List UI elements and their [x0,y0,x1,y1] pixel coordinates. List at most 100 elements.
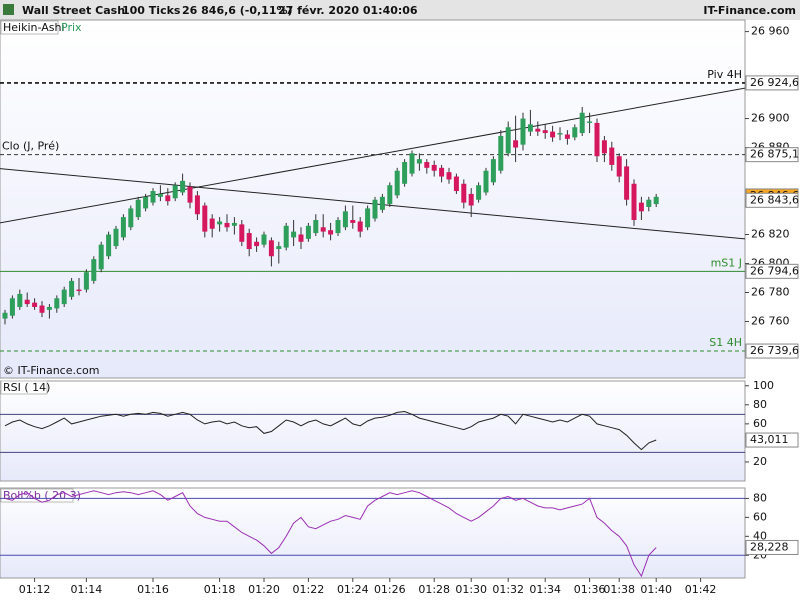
candle-body [246,233,252,250]
y-tick-label: 20 [753,455,767,468]
indicator-line [4,490,657,578]
candle-body [298,234,304,242]
y-tick-label: 80 [753,491,767,504]
candle-body [128,208,134,228]
candle-body [2,312,8,319]
x-tick-label: 01:20 [248,583,280,596]
candle-body [564,134,570,139]
candle-body [342,211,348,228]
y-tick-label: 80 [753,398,767,411]
candle-body [527,124,533,132]
quote: 26 846,6 (-0,11%) [182,4,293,17]
candle-body [209,218,215,229]
candle-body [98,244,104,270]
level-tag-box [745,263,799,279]
candle-body [624,166,630,200]
candle-body [91,259,97,281]
candle-body [194,195,200,215]
trendline [0,87,745,224]
candle-body [276,246,282,250]
candle-body [24,299,30,305]
candle-body [424,162,430,168]
candle-body [202,205,208,232]
candle-body [631,183,637,221]
candle-body [313,220,319,234]
header-bar [0,0,800,20]
candle-body [120,217,126,238]
x-tick-label: 01:26 [374,583,406,596]
candle-body [594,122,600,157]
x-tick-label: 01:40 [640,583,672,596]
value-tag-box [745,539,799,555]
candle-body [409,153,415,174]
candle-body [113,228,119,247]
indicator-line [4,410,657,451]
candle-body [180,180,186,193]
candle-body [135,199,141,218]
candle-body [476,185,482,200]
icon [3,4,14,15]
y-tick-label: 26 820 [751,228,790,241]
copyright: © IT-Finance.com [3,364,100,377]
y-tick-label: 26 760 [751,314,790,327]
y-tick-label: 26 960 [751,25,790,38]
x-tick-label: 01:16 [137,583,169,596]
level-name: S1 4H [709,336,742,349]
candle-body [83,272,89,290]
y-tick-label: 60 [753,510,767,523]
candle-body [239,224,245,242]
main-subtitle: Prix [61,21,82,34]
level-tag: 26 924,6 [750,76,799,89]
candle-body [61,289,67,305]
candle-body [224,222,230,228]
trendline [0,168,745,240]
candle-body [498,135,504,171]
candle-body [513,140,519,148]
x-tick-label: 01:30 [455,583,487,596]
candle-body [550,131,556,138]
rsi-title: RSI ( 14) [3,381,50,394]
candle-body [579,112,585,134]
rsi-panel [0,380,746,482]
candle-body [402,162,408,184]
candle-body [283,225,289,248]
level-tag: 26 739,6 [750,344,799,357]
candle-body [542,130,548,134]
candle-body [587,121,593,123]
x-tick-label: 01:38 [603,583,635,596]
level-tag-box [745,147,799,163]
x-tick-label: 01:18 [204,583,236,596]
candle-body [461,183,467,203]
candle-body [505,127,511,154]
x-tick-label: 01:34 [529,583,561,596]
candle-body [387,185,393,205]
candle-body [172,185,178,199]
candle-body [9,298,15,316]
candle-body [291,231,297,238]
candle-body [394,170,400,196]
candle-body [231,222,237,226]
candle-body [483,170,489,193]
y-tick-label: 40 [753,529,767,542]
candle-body [490,159,496,183]
legend-box [0,20,59,35]
level-name: mS1 J [711,256,742,269]
x-tick-label: 01:36 [574,583,606,596]
candle-body [653,196,659,205]
level-tag: 26 794,6 [750,264,799,277]
x-tick-label: 01:14 [71,583,103,596]
candle-body [616,156,622,177]
main-title: Heikin-Ashi [3,21,65,34]
candle-body [46,306,52,310]
level-name: Clo (J, Pré) [2,140,59,153]
candle-body [69,280,75,297]
interval: 100 Ticks [122,4,181,17]
candle-body [17,293,23,307]
value-tag: 43,011 [750,433,789,446]
plot-area [0,82,745,352]
candle-body [54,298,60,309]
y-tick-label: 26 780 [751,285,790,298]
candle-body [305,225,311,239]
